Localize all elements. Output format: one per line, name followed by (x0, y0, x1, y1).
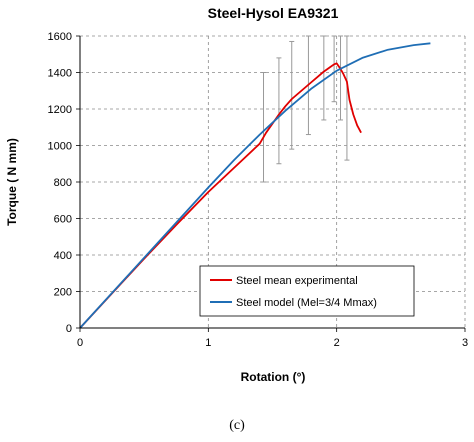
legend-label-model: Steel model (Mel=3/4 Mmax) (236, 297, 377, 309)
series-line-0 (79, 62, 362, 329)
y-tick-label-8: 1600 (48, 31, 72, 43)
y-tick-label-3: 600 (54, 214, 72, 226)
x-tick-label-2: 2 (334, 337, 340, 349)
y-tick-label-5: 1000 (48, 141, 72, 153)
chart: Steel-Hysol EA9321 0 1 2 3 0 200 400 600 800 1000… (5, 5, 469, 384)
legend-label-experimental: Steel mean experimental (236, 275, 358, 287)
y-tick-label-0: 0 (66, 323, 72, 335)
y-tick-label-7: 1400 (48, 68, 72, 80)
x-axis-label: Rotation (°) (241, 370, 306, 384)
legend: Steel mean experimental Steel model (Mel… (199, 265, 415, 317)
legend-box (199, 265, 415, 317)
chart-title: Steel-Hysol EA9321 (208, 5, 339, 21)
y-tick-label-4: 800 (54, 177, 72, 189)
series-lines (79, 42, 431, 329)
series-line-1 (79, 42, 431, 329)
error-bars (261, 35, 350, 183)
y-axis-label: Torque ( N mm) (5, 138, 19, 226)
y-tick-label-1: 200 (54, 287, 72, 299)
figure-caption: (c) (229, 418, 245, 433)
x-tick-label-0: 0 (77, 337, 83, 349)
x-tick-label-3: 3 (462, 337, 468, 349)
axes (76, 35, 466, 332)
y-tick-label-6: 1200 (48, 104, 72, 116)
tick-labels: 0 1 2 3 0 200 400 600 800 1000 1200 1400 1600 (48, 31, 469, 349)
y-tick-label-2: 400 (54, 250, 72, 262)
x-tick-label-1: 1 (205, 337, 211, 349)
